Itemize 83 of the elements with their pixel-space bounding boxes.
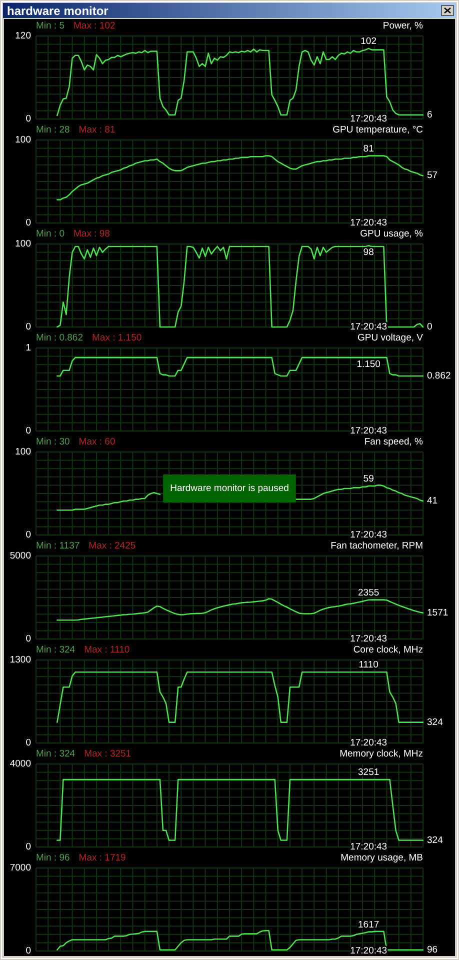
y-tick-label: 5000	[10, 550, 31, 562]
text: Min : 28	[36, 124, 70, 136]
line-series	[56, 598, 424, 621]
data-label: 0.862	[427, 370, 451, 382]
x-tick-label: 17:20:43	[350, 842, 388, 852]
y-tick-label: 0	[26, 842, 31, 852]
data-label: 1.150	[356, 359, 380, 370]
y-tick-label: 100	[15, 446, 31, 458]
y-tick-label: 0	[26, 426, 31, 436]
chart-title: Fan tachometer, RPM	[330, 540, 424, 552]
annotation: Hardware monitor is paused	[170, 483, 289, 494]
x-tick-label: 17:20:43	[350, 426, 388, 436]
data-label: 41	[427, 495, 438, 506]
line-series	[56, 48, 424, 116]
text: Min : 96	[36, 852, 70, 864]
data-label: 1617	[358, 919, 380, 930]
y-tick-label: 1	[26, 342, 31, 354]
data-label: 0	[427, 322, 432, 332]
text: Max : 1719	[78, 852, 126, 864]
text: Min : 0	[36, 228, 65, 240]
chart-title: Memory clock, MHz	[340, 748, 424, 760]
text: Min : 324	[36, 644, 76, 656]
line-series	[295, 484, 424, 502]
y-tick-label: 100	[15, 238, 31, 250]
y-tick-label: 0	[26, 322, 31, 332]
y-tick-label: 4000	[10, 758, 31, 770]
text: Max : 81	[78, 124, 116, 136]
y-tick-label: 120	[15, 30, 31, 42]
chart-title: Power, %	[382, 20, 424, 32]
chart-title: GPU usage, %	[360, 228, 424, 240]
text: Min : 30	[36, 436, 70, 448]
text: Max : 1.150	[92, 332, 142, 344]
data-label: 98	[363, 247, 374, 258]
x-tick-label: 17:20:43	[350, 218, 388, 228]
x-tick-label: 17:20:43	[350, 634, 388, 644]
text: Max : 102	[74, 20, 116, 32]
line-series	[56, 155, 424, 200]
chart-title: GPU temperature, °C	[332, 124, 424, 136]
line-series	[56, 778, 424, 841]
data-label: 1110	[358, 660, 378, 671]
x-tick-label: 17:20:43	[350, 322, 388, 332]
chart-title: Fan speed, %	[364, 436, 424, 448]
chart-title: Core clock, MHz	[353, 644, 424, 656]
x-tick-label: 17:20:43	[350, 530, 388, 540]
data-label: 6	[427, 109, 432, 120]
text: Max : 2425	[88, 540, 136, 552]
y-tick-label: 0	[26, 530, 31, 540]
text: Max : 3251	[84, 748, 132, 760]
y-tick-label: 0	[26, 218, 31, 228]
y-tick-label: 0	[26, 634, 31, 644]
data-label: 324	[427, 834, 443, 846]
text: hardware monitor	[7, 4, 109, 18]
text: Min : 324	[36, 748, 76, 760]
data-label: 96	[427, 944, 438, 956]
x-tick-label: 17:20:43	[350, 114, 388, 124]
y-tick-label: 7000	[10, 862, 31, 874]
text: Min : 5	[36, 20, 65, 32]
text: Min : 0.862	[36, 332, 83, 344]
y-tick-label: 0	[26, 114, 31, 124]
y-tick-label: 0	[26, 738, 31, 748]
data-label: 102	[360, 36, 377, 47]
line-series	[56, 492, 161, 511]
text: Max : 98	[74, 228, 110, 240]
chart-title: GPU voltage, V	[358, 332, 424, 344]
text: Max : 1110	[84, 644, 130, 656]
y-tick-label: 0	[26, 946, 31, 956]
data-label: 57	[427, 170, 438, 182]
data-label: 1571	[427, 607, 448, 618]
x-tick-label: 17:20:43	[350, 738, 388, 748]
data-label: 324	[427, 716, 443, 728]
chart-title: Memory usage, MB	[340, 852, 423, 864]
text: Max : 60	[78, 436, 116, 448]
text: Min : 1137	[36, 540, 80, 552]
data-label: 59	[363, 474, 374, 485]
data-label: 2355	[358, 587, 380, 598]
line-series	[56, 245, 424, 328]
data-label: 81	[363, 143, 374, 154]
y-tick-label: 100	[15, 134, 31, 146]
x-tick-label: 17:20:43	[350, 946, 388, 956]
y-tick-label: 1300	[10, 654, 31, 666]
line-series	[56, 671, 424, 723]
line-series	[56, 356, 424, 377]
data-label: 3251	[358, 767, 380, 778]
